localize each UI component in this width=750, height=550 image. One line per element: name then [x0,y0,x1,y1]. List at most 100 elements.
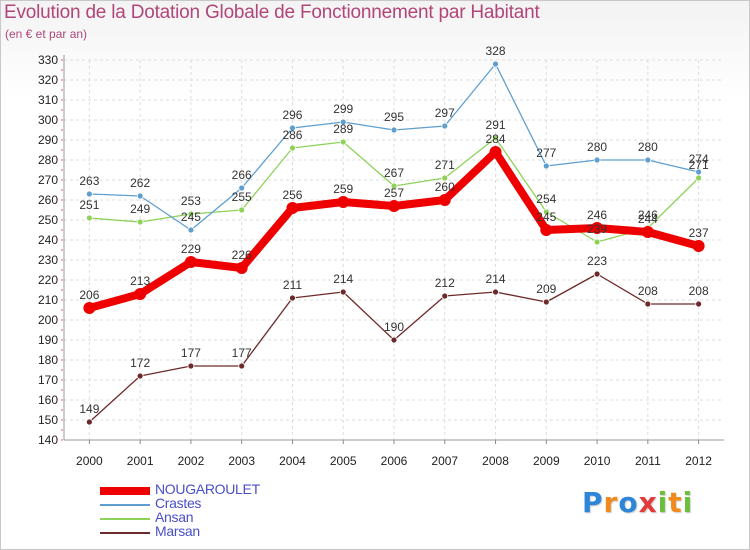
legend: NOUGAROULET Crastes Ansan Marsan [100,481,400,540]
y-tick-label: 270 [38,173,58,187]
data-label-nougaroulet: 229 [181,242,201,256]
data-label-nougaroulet: 257 [384,186,404,200]
x-axis-ticks: 2000 2001 2002 2003 2004 2005 2006 2007 2008 2009… [76,454,712,468]
data-point-marsan [644,300,652,308]
legend-label: Marsan [155,523,200,539]
data-label-ansan: 253 [181,194,201,208]
data-point-crastes [492,60,499,68]
data-point-ansan [492,134,499,142]
y-tick-label: 260 [38,193,58,207]
x-tick-label: 2011 [635,454,661,468]
legend-item-crastes: Crastes [100,495,400,512]
data-point-marsan [593,270,601,278]
data-series [83,60,705,426]
x-tick-label: 2001 [127,454,154,468]
data-label-nougaroulet: 226 [232,248,252,262]
y-tick-label: 150 [38,413,58,427]
data-label-ansan: 271 [689,158,709,172]
data-point-ansan [441,174,449,182]
data-label-crastes: 328 [486,44,506,58]
y-axis-ticks: 140 150 160 170 180 190 200 210 220 230 240 250 260 2… [38,53,58,447]
data-label-marsan: 177 [181,346,201,360]
logo-letter: P [582,486,604,519]
data-point-crastes [644,156,652,164]
data-label-ansan: 251 [79,198,99,212]
axes [61,55,724,444]
data-label-crastes: 297 [435,106,455,120]
legend-label: Ansan [155,509,194,525]
data-label-marsan: 190 [384,320,404,334]
grid-lines [64,59,724,441]
x-tick-label: 2000 [76,454,103,468]
data-label-nougaroulet: 284 [486,132,506,146]
data-point-crastes [289,124,296,132]
data-label-marsan: 211 [283,278,302,292]
data-point-nougaroulet [438,194,451,206]
y-tick-label: 200 [38,313,58,327]
y-tick-label: 250 [38,213,58,227]
y-tick-label: 190 [38,333,58,347]
data-point-nougaroulet [540,224,553,236]
data-point-marsan [390,336,398,344]
data-point-ansan [187,210,195,218]
x-tick-label: 2003 [228,454,255,468]
data-label-marsan: 177 [232,346,252,360]
data-label-ansan: 289 [333,122,353,136]
data-point-marsan [136,372,144,380]
data-point-marsan [695,300,703,308]
x-tick-label: 2007 [431,454,458,468]
data-label-marsan: 208 [689,284,709,298]
data-point-nougaroulet [337,196,350,208]
data-point-marsan [492,288,499,296]
y-tick-label: 320 [38,73,58,87]
logo-letter: x [638,486,658,519]
data-point-marsan [339,288,347,296]
logo-letter: t [668,486,683,519]
legend-item-ansan: Ansan [100,509,400,526]
proxiti-logo: Proxiti [582,486,693,519]
y-tick-label: 240 [38,233,58,247]
legend-label: Crastes [155,495,202,511]
data-point-nougaroulet [591,222,604,234]
logo-letter: i [682,486,694,519]
y-tick-label: 280 [38,153,58,167]
chart-title: Evolution de la Dotation Globale de Fonc… [4,2,540,23]
data-label-nougaroulet: 245 [536,210,556,224]
data-label-marsan: 214 [333,272,353,286]
legend-swatch [100,504,150,506]
y-tick-label: 220 [38,273,58,287]
legend-swatch [100,518,150,520]
data-point-crastes [136,192,144,200]
data-label-nougaroulet: 244 [638,212,658,226]
data-label-crastes: 296 [282,108,302,122]
data-point-ansan [289,144,296,152]
data-label-nougaroulet: 259 [333,182,353,196]
y-tick-label: 140 [38,433,58,447]
logo-letter: i [657,486,669,519]
y-tick-label: 290 [38,133,58,147]
y-tick-label: 160 [38,393,58,407]
legend-item-marsan: Marsan [100,523,400,540]
x-tick-label: 2005 [330,454,357,468]
legend-item-nougaroulet: NOUGAROULET [100,481,400,498]
logo-letter: o [618,486,639,519]
x-tick-label: 2002 [178,454,205,468]
data-label-ansan: 271 [435,158,455,172]
x-tick-label: 2006 [381,454,408,468]
data-point-marsan [85,418,93,426]
data-point-nougaroulet [184,256,197,268]
data-point-marsan [542,298,550,306]
data-label-crastes: 245 [181,210,201,224]
data-label-ansan: 246 [638,208,658,222]
data-point-crastes [542,162,550,170]
data-point-crastes [695,168,703,176]
data-label-ansan: 255 [232,190,252,204]
y-tick-label: 310 [38,93,58,107]
data-point-nougaroulet [235,262,248,274]
data-point-crastes [593,156,601,164]
x-tick-label: 2008 [482,454,509,468]
data-point-marsan [289,294,296,302]
data-label-ansan: 291 [486,118,506,132]
data-point-nougaroulet [83,302,96,314]
